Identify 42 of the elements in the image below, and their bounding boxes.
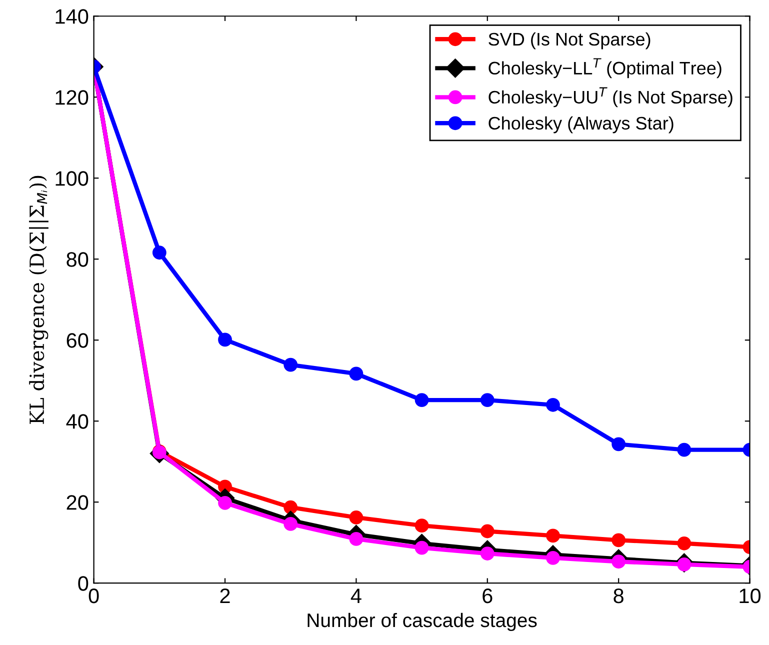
point [414, 518, 429, 533]
point [284, 517, 298, 531]
y-tick-label: 140 [56, 9, 88, 24]
y-tick-label: 20 [66, 495, 88, 510]
point [480, 546, 494, 560]
point [284, 500, 298, 514]
y-tick-label: 0 [78, 576, 88, 591]
y-tick-label: 120 [56, 90, 88, 105]
point [152, 246, 166, 260]
point [218, 496, 232, 510]
point [349, 510, 364, 524]
legend-label: Cholesky−LL$^{T}$ (Optimal Tree) [488, 58, 722, 78]
legend-label: Cholesky (Always Star) [488, 116, 674, 134]
x-tick-label: 0 [88, 588, 99, 604]
point [546, 528, 560, 543]
y-tick-label: 80 [66, 252, 88, 267]
legend-label: SVD (Is Not Sparse) [488, 32, 650, 50]
point [414, 540, 429, 555]
y-axis-title: KL divergence (D(Σ||Σ$_{Mᵢ}$)) [29, 176, 48, 424]
point [612, 437, 626, 452]
point [480, 524, 494, 538]
x-tick-label: 6 [482, 588, 492, 604]
x-axis-title: Number of cascade stages [308, 612, 537, 632]
point [349, 366, 364, 381]
point [414, 393, 429, 407]
y-tick-label: 100 [56, 171, 88, 186]
y-tick-label: 60 [66, 333, 88, 348]
x-tick-label: 10 [740, 588, 761, 604]
x-tick-label: 8 [614, 588, 624, 604]
point [546, 551, 560, 565]
point [218, 332, 232, 347]
point [612, 533, 626, 548]
legend-label: Cholesky−UU$^{T}$ (Is Not Sparse) [488, 87, 732, 108]
point [480, 393, 494, 407]
y-tick-label: 40 [66, 414, 88, 429]
point [284, 358, 298, 372]
x-tick-label: 2 [220, 588, 230, 604]
point [677, 536, 692, 550]
point [546, 398, 560, 412]
x-tick-label: 4 [350, 588, 362, 604]
point [677, 442, 692, 457]
point [349, 532, 364, 546]
